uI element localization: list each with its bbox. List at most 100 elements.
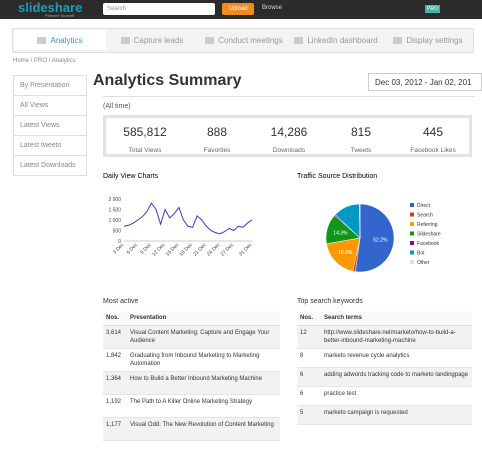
keyword-table: Nos. Search terms 12 http://www.slideshare.… [297,311,472,425]
y-tick-label: 2 000 [108,197,121,203]
legend-label: Facebook [417,241,439,247]
x-tick-label: 18 Dec [179,242,195,258]
legend-label: Direct [417,203,431,209]
cell: 8 [297,348,321,368]
stat: 815 Tweets [326,125,396,157]
tab[interactable]: Analytics [14,30,106,50]
stat: 445 Facebook Likes [398,125,468,157]
top-bar: slideshare Present Yourself Search Uploa… [0,0,482,19]
section-title: Top search keywords [297,298,363,305]
most-active-table: Nos. Presentation 3,614 Visual Content Mark… [103,311,280,441]
stat-label: Downloads [272,147,306,154]
pie-label: 18.9% [338,250,353,256]
legend-label: Bot [417,251,425,257]
stat-label: Facebook Likes [410,147,456,154]
stat-value: 585,812 [123,125,167,139]
y-tick-label: 500 [113,229,122,235]
most-active-row: 1,177 Visual Odd: The New Revolution of C… [103,417,280,441]
stat-label: Total Views [128,147,162,154]
page-title: Analytics Summary [93,72,242,89]
cell: 12 [297,325,321,349]
cell: 1,842 [103,348,127,372]
most-active-row: 1,842 Graduating from Inbound Marketing t… [103,348,280,372]
crumb[interactable]: PRO [34,58,48,64]
pie-slice [359,203,361,239]
upload-button[interactable]: Upload [222,3,254,15]
x-tick-label: 6 Dec [126,242,140,256]
legend-swatch [410,260,414,264]
stat: 888 Favorites [182,125,252,157]
cell[interactable]: Visual Content Marketing: Capture and En… [127,325,280,349]
chart-title: Traffic Source Distribution [297,173,377,180]
column-header: Search terms [321,311,472,326]
tab-icon [393,36,403,44]
tab-label: Display settings [406,35,463,45]
period: (All time) [103,103,131,110]
header-row: Nos. Search terms [297,311,472,326]
tab-icon [205,36,215,44]
pie-label: 52.2% [373,237,388,243]
legend-swatch [410,222,414,226]
column-header: Nos. [297,311,321,326]
cell[interactable]: practice test [321,386,472,406]
stat: 585,812 Total Views [110,125,180,157]
keyword-row: 12 http://www.slideshare.net/marketo/how-… [297,325,472,349]
crumb[interactable]: Home [13,58,30,64]
keyword-row: 8 marketo revenue cycle analytics [297,348,472,368]
tab[interactable]: Conduct meetings [198,30,290,50]
legend-label: Search [417,213,433,219]
cell[interactable]: adding adwords tracking code to marketo … [321,367,472,387]
cell: 1,192 [103,394,127,418]
pie-label: 14.3% [333,230,348,236]
sidebar-item[interactable]: Latest tweets [14,136,86,156]
cell[interactable]: marketo campaign is requested [321,405,472,425]
tab-label: Capture leads [133,35,184,45]
sidebar-item[interactable]: By Presentation [14,76,86,96]
stat-label: Favorites [203,147,231,154]
column-header: Presentation [127,311,280,326]
sidebar-item[interactable]: Latest Views [14,116,86,136]
most-active-row: 3,614 Visual Content Marketing: Capture a… [103,325,280,349]
tab-icon [37,36,47,44]
pie-slice [355,203,395,273]
cell[interactable]: Visual Odd: The New Revolution of Conten… [127,417,280,441]
stat-value: 815 [350,125,372,139]
browse-menu[interactable]: Browse [262,5,283,11]
stats-box [103,115,472,157]
y-tick-label: 1 500 [108,208,121,214]
crumb: Analytics [51,58,76,64]
tab-label: LinkedIn dashboard [307,35,378,45]
x-tick-label: 21 Dec [192,242,208,258]
stat-value: 445 [422,125,444,139]
x-tick-label: 27 Dec [220,242,236,258]
cell: 6 [297,386,321,406]
cell: 6 [297,367,321,387]
legend-swatch [410,203,414,207]
y-tick-label: 1 000 [108,218,121,224]
logo[interactable]: slideshare [18,0,83,15]
cell[interactable]: How to Build a Better Inbound Marketing … [127,371,280,395]
breadcrumb: Home / PRO / Analytics [13,58,76,64]
cell[interactable]: The Path to A Killer Online Marketing St… [127,394,280,418]
search-box[interactable]: Search [103,3,215,15]
cell: 5 [297,405,321,425]
tab[interactable]: LinkedIn dashboard [290,30,382,50]
tab[interactable]: Capture leads [106,30,198,50]
stat-value: 14,286 [270,125,308,139]
legend-label: Referring [417,222,438,228]
stat-value: 888 [206,125,228,139]
pro-badge: PRO [425,5,440,13]
cell[interactable]: http://www.slideshare.net/marketo/how-to… [321,325,472,349]
sidebar-item[interactable]: All Views [14,96,86,116]
cell[interactable]: marketo revenue cycle analytics [321,348,472,368]
tab[interactable]: Display settings [382,30,474,50]
sidebar-item[interactable]: Latest Downloads [14,156,86,176]
tab-label: Analytics [50,35,83,45]
tab-label: Conduct meetings [218,35,283,45]
cell: 1,364 [103,371,127,395]
keyword-row: 5 marketo campaign is requested [297,405,472,425]
legend-label: Other [417,260,430,266]
cell[interactable]: Graduating from Inbound Marketing to Mar… [127,348,280,372]
legend-swatch [410,241,414,245]
